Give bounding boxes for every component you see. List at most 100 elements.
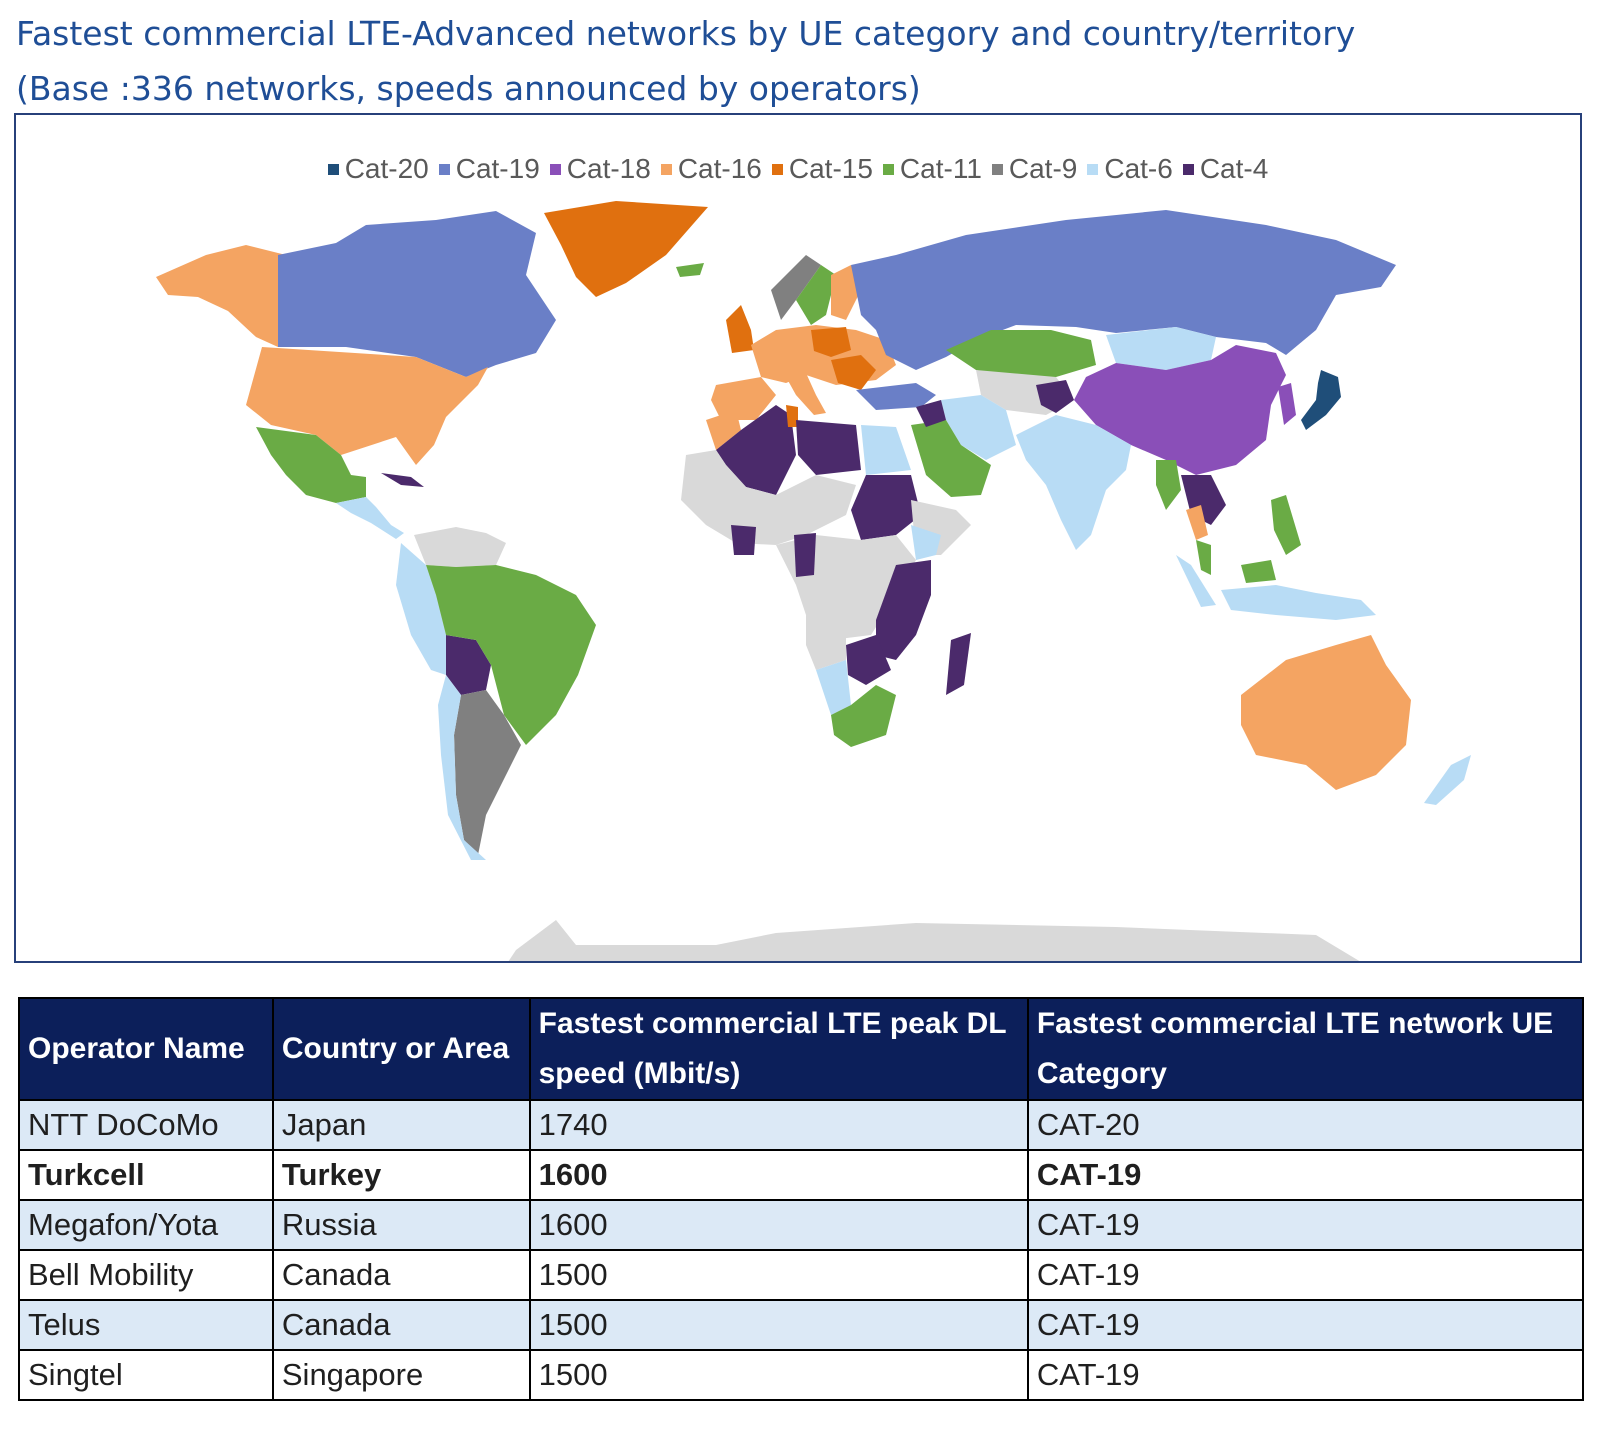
header-operator-name: Operator Name (18, 997, 274, 1101)
speed-cell: 1600 (528, 1149, 1029, 1201)
legend-item-cat-11: Cat-11 (882, 153, 982, 185)
speed-cell: 1500 (528, 1249, 1029, 1301)
table-row: Telus Canada 1500 CAT-19 (18, 1299, 1585, 1351)
country-cell: Singapore (271, 1349, 531, 1401)
legend-label: Cat-16 (677, 153, 762, 184)
region-new-zealand (1424, 755, 1471, 805)
speed-cell: 1740 (528, 1099, 1029, 1151)
category-cell: CAT-20 (1026, 1099, 1585, 1151)
category-cell: CAT-19 (1026, 1299, 1585, 1351)
country-cell: Canada (271, 1299, 531, 1351)
region-nigeria (731, 525, 756, 555)
legend-swatch (438, 163, 450, 175)
country-cell: Turkey (271, 1149, 531, 1201)
map-legend: Cat-20 Cat-19 Cat-18 Cat-16 Cat-15 Cat-11 Cat-… (16, 153, 1580, 185)
region-iran (941, 395, 1016, 460)
legend-item-cat-9: Cat-9 (991, 153, 1077, 185)
legend-swatch (1087, 163, 1099, 175)
region-east-africa (876, 560, 931, 660)
table-header-row: Operator Name Country or Area Fastest co… (18, 997, 1585, 1101)
region-argentina (454, 690, 521, 855)
table-row: Bell Mobility Canada 1500 CAT-19 (18, 1249, 1585, 1301)
region-norway (771, 255, 821, 320)
region-northern-south-america (414, 527, 506, 567)
legend-item-cat-4: Cat-4 (1182, 153, 1268, 185)
legend-item-cat-18: Cat-18 (549, 153, 651, 185)
region-libya (796, 420, 861, 475)
region-kenya (911, 525, 941, 560)
speed-cell: 1500 (528, 1299, 1029, 1351)
region-morocco (706, 410, 741, 450)
region-iceland (676, 263, 704, 277)
operator-cell: Megafon/Yota (18, 1199, 274, 1251)
region-sudan (851, 475, 921, 540)
region-brazil (426, 565, 596, 745)
region-west-africa (681, 450, 856, 545)
region-sumatra (1176, 555, 1216, 607)
category-cell: CAT-19 (1026, 1249, 1585, 1301)
region-iraq (916, 400, 946, 427)
legend-label: Cat-18 (566, 153, 651, 184)
legend-swatch (991, 163, 1003, 175)
region-china (1074, 345, 1286, 475)
operator-cell: NTT DoCoMo (18, 1099, 274, 1151)
region-sweden (796, 265, 836, 325)
region-philippines (1271, 495, 1301, 555)
region-tunisia (786, 405, 798, 427)
region-japan (1301, 370, 1341, 430)
legend-label: Cat-19 (455, 153, 540, 184)
region-russia (851, 210, 1396, 370)
table-row: NTT DoCoMo Japan 1740 CAT-20 (18, 1099, 1585, 1151)
legend-swatch (1182, 163, 1194, 175)
legend-swatch (327, 163, 339, 175)
table-row: Singtel Singapore 1500 CAT-19 (18, 1349, 1585, 1401)
operators-table: Operator Name Country or Area Fastest co… (18, 997, 1585, 1401)
operator-cell: Turkcell (18, 1149, 274, 1201)
region-mongolia (1106, 327, 1216, 370)
map-panel: Cat-20 Cat-19 Cat-18 Cat-16 Cat-15 Cat-11 Cat-… (14, 113, 1582, 963)
speed-cell: 1500 (528, 1349, 1029, 1401)
region-borneo (1241, 560, 1276, 583)
region-malaysia (1196, 540, 1211, 575)
country-cell: Russia (271, 1199, 531, 1251)
region-canada (278, 211, 556, 377)
category-cell: CAT-19 (1026, 1149, 1585, 1201)
region-mexico (256, 427, 366, 503)
region-kazakhstan (946, 330, 1096, 377)
region-peru (396, 543, 446, 675)
category-cell: CAT-19 (1026, 1199, 1585, 1251)
legend-swatch (660, 163, 672, 175)
region-finland (831, 265, 861, 320)
region-italy (786, 373, 826, 415)
region-greenland (544, 201, 708, 297)
title-line-2: (Base :336 networks, speeds announced by… (16, 69, 921, 108)
header-country-or-area: Country or Area (271, 997, 531, 1101)
legend-label: Cat-6 (1104, 153, 1173, 184)
legend-item-cat-15: Cat-15 (771, 153, 873, 185)
world-map (156, 201, 1471, 961)
table-row: Megafon/Yota Russia 1600 CAT-19 (18, 1199, 1585, 1251)
region-australia (1241, 635, 1411, 790)
legend-item-cat-20: Cat-20 (327, 153, 429, 185)
legend-label: Cat-15 (788, 153, 873, 184)
region-angola (806, 615, 846, 670)
header-ue-category: Fastest commercial LTE network UE Catego… (1026, 997, 1585, 1101)
legend-label: Cat-11 (899, 153, 982, 184)
country-cell: Japan (271, 1099, 531, 1151)
title-line-1: Fastest commercial LTE-Advanced networks… (16, 14, 1356, 53)
table-row: Turkcell Turkey 1600 CAT-19 (18, 1149, 1585, 1201)
region-alaska (156, 245, 286, 347)
region-balkans (831, 355, 876, 390)
region-uk (726, 305, 754, 353)
region-zambia (846, 635, 891, 685)
region-usa (246, 347, 488, 465)
region-south-africa (831, 685, 896, 747)
legend-swatch (882, 163, 894, 175)
region-turkey (856, 383, 936, 410)
legend-item-cat-19: Cat-19 (438, 153, 540, 185)
operator-cell: Singtel (18, 1349, 274, 1401)
region-indonesia (1221, 585, 1376, 620)
header-peak-dl-speed: Fastest commercial LTE peak DL speed (Mb… (528, 997, 1029, 1101)
operator-cell: Telus (18, 1299, 274, 1351)
region-myanmar (1156, 460, 1181, 510)
